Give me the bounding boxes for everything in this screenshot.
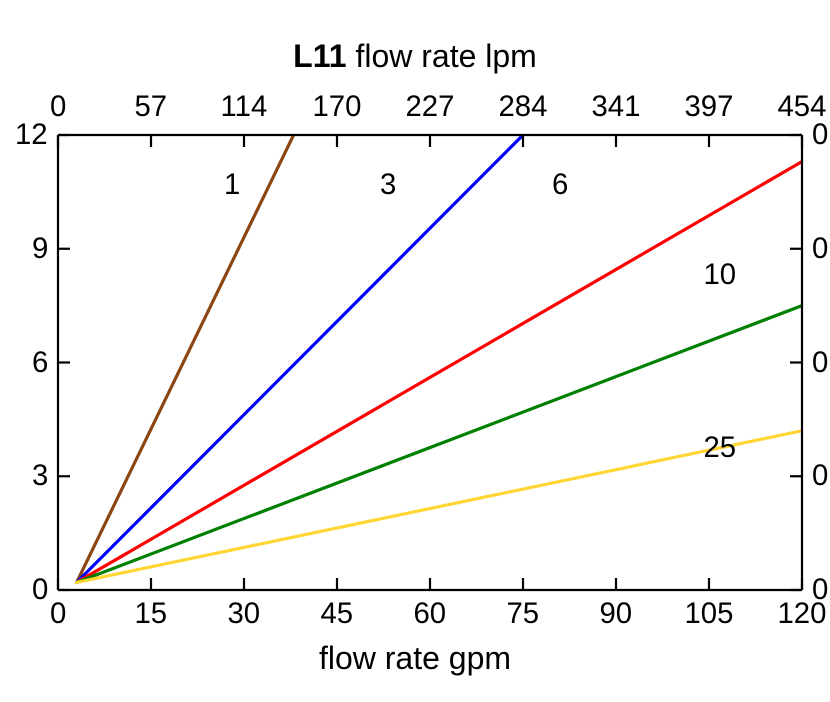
y-right-tick-label: 0.0 [812,573,830,607]
x-bottom-tick-label: 105 [685,597,734,631]
series-label-10: 10 [704,258,737,292]
y-left-tick-label: 12 [15,118,48,152]
y-right-tick-label: 0.8 [812,118,830,152]
x-top-tick-label: 227 [406,90,455,124]
series-line-1 [77,0,424,582]
x-top-tick-label: 397 [685,90,734,124]
x-top-tick-label: 170 [313,90,362,124]
x-top-tick-label: 114 [221,90,268,124]
x-bottom-tick-label: 75 [507,597,540,631]
y-left-tick-label: 0 [32,573,48,607]
series-label-6: 6 [552,168,568,202]
x-bottom-tick-label: 30 [228,597,261,631]
x-bottom-tick-label: 15 [135,597,168,631]
flow-rate-chart: L11 flow rate lpm flow rate gpm 01530456… [0,0,830,702]
series-line-3 [77,0,791,582]
y-left-tick-label: 9 [32,232,48,266]
x-top-tick-label: 284 [499,90,548,124]
x-bottom-tick-label: 0 [50,597,66,631]
x-top-tick-label: 341 [592,90,641,124]
y-right-tick-label: 0.4 [812,346,830,380]
y-right-tick-label: 0.2 [812,459,830,493]
x-bottom-tick-label: 90 [600,597,633,631]
series-label-3: 3 [380,168,396,202]
y-right-tick-label: 0.6 [812,232,830,266]
y-left-tick-label: 3 [32,459,48,493]
x-top-tick-label: 57 [135,90,168,124]
x-top-tick-label: 0 [50,90,66,124]
x-bottom-tick-label: 60 [414,597,447,631]
series-label-25: 25 [704,431,737,465]
y-left-tick-label: 6 [32,346,48,380]
series-label-1: 1 [224,168,240,202]
x-bottom-tick-label: 45 [321,597,354,631]
